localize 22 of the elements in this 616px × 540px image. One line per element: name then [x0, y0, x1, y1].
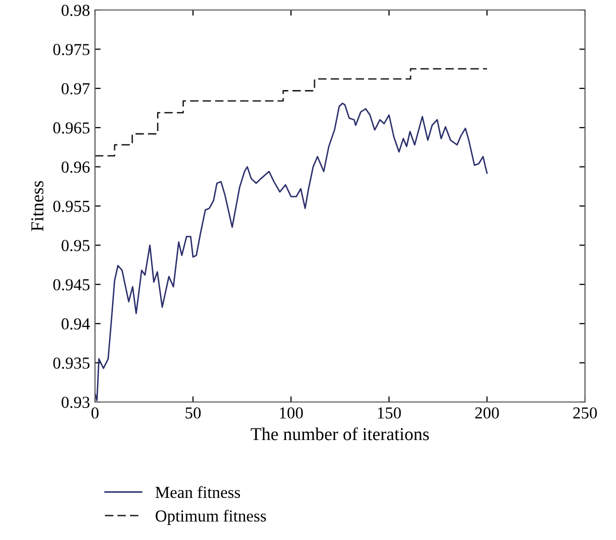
y-tick-label: 0.965 — [53, 122, 90, 134]
x-tick-label: 150 — [378, 407, 401, 419]
y-tick-label: 0.97 — [62, 83, 90, 94]
x-axis-title: The number of iterations — [250, 427, 429, 440]
legend-label: Optimum fitness — [156, 510, 266, 525]
legend-label: Mean fitness — [155, 486, 240, 498]
y-tick-label: 0.94 — [62, 318, 90, 330]
y-axis-title: Fitness — [31, 181, 44, 232]
x-tick-label: 250 — [573, 407, 597, 419]
y-tick-label: 0.96 — [62, 162, 90, 173]
line-series — [95, 102, 488, 402]
x-tick-label: 200 — [475, 407, 499, 419]
y-tick-label: 0.975 — [53, 44, 90, 56]
y-tick-label: 0.98 — [62, 4, 90, 16]
x-tick-label: 50 — [186, 407, 201, 419]
y-tick-label: 0.95 — [62, 240, 90, 252]
x-tick-label: 0 — [91, 407, 99, 419]
y-tick-label: 0.935 — [53, 358, 90, 369]
y-tick-label: 0.955 — [53, 200, 90, 212]
y-tick-label: 0.93 — [62, 396, 90, 408]
x-tick-label: 100 — [280, 407, 303, 419]
y-tick-label: 0.945 — [53, 279, 90, 290]
